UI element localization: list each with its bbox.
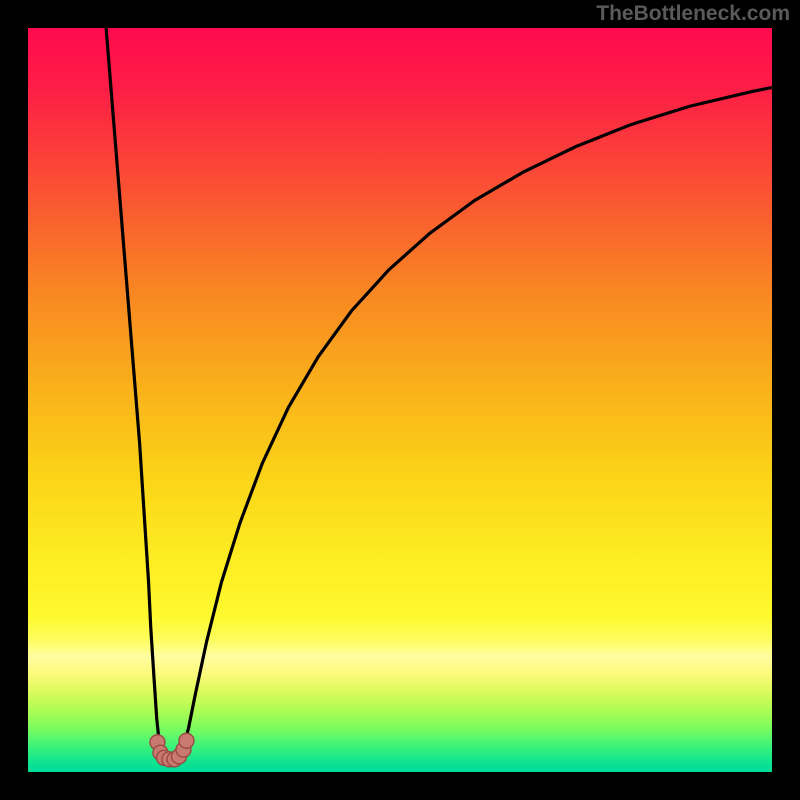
chart-container: TheBottleneck.com: [0, 0, 800, 800]
valley-markers: [28, 28, 772, 772]
plot-area: [28, 28, 772, 772]
watermark-text: TheBottleneck.com: [596, 2, 790, 26]
